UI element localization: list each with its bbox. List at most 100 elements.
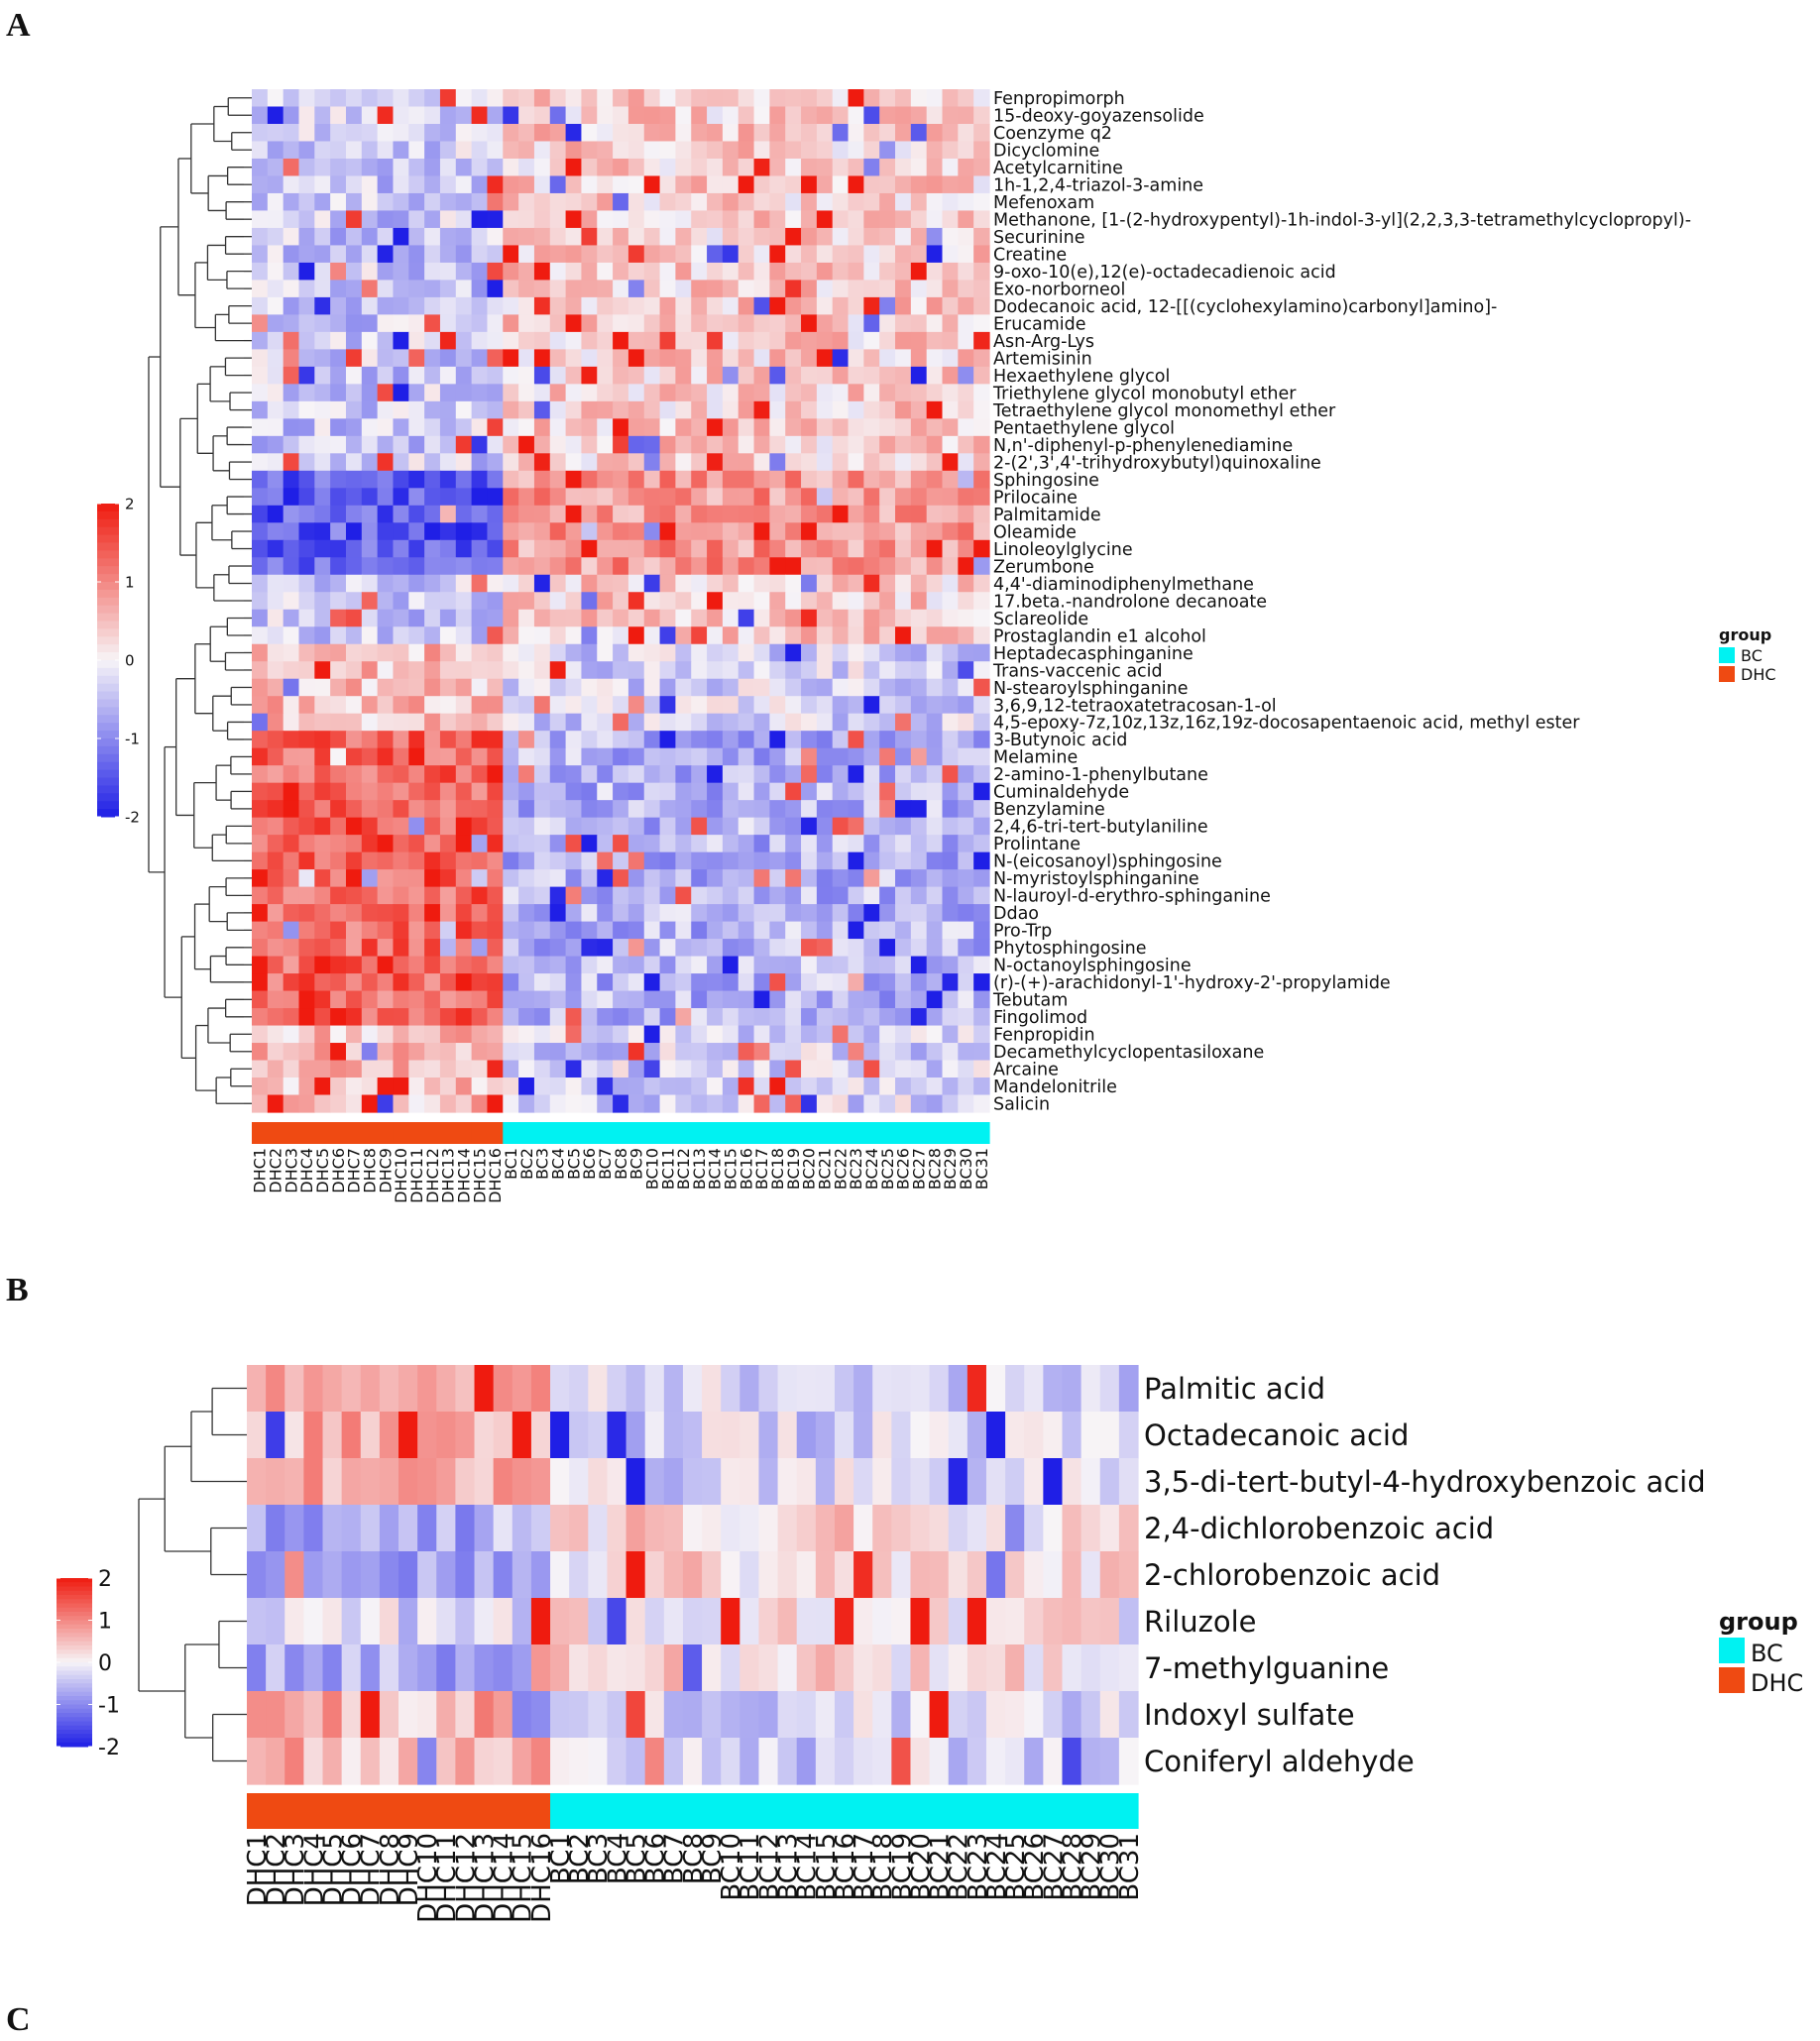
- heatmap-cell: [879, 1043, 896, 1062]
- color-scale-step: [57, 1670, 92, 1676]
- heatmap-cell: [493, 1365, 513, 1413]
- heatmap-cell: [581, 539, 598, 558]
- heatmap-cell: [503, 747, 519, 766]
- heatmap-cell: [643, 400, 661, 419]
- heatmap-cell: [361, 731, 379, 749]
- heatmap-cell: [816, 592, 834, 611]
- heatmap-cell: [1043, 1365, 1064, 1413]
- heatmap-cell: [769, 505, 786, 523]
- heatmap-cell: [879, 747, 896, 766]
- heatmap-cell: [408, 592, 425, 611]
- heatmap-cell: [848, 835, 864, 853]
- heatmap-cell: [769, 835, 786, 853]
- heatmap-cell: [298, 592, 315, 611]
- heatmap-cell: [267, 904, 284, 923]
- column-label: BC1: [502, 1148, 520, 1180]
- heatmap-cell: [298, 678, 315, 697]
- heatmap-cell: [1005, 1551, 1025, 1599]
- color-scale-step: [97, 675, 119, 685]
- heatmap-cell: [753, 488, 770, 507]
- heatmap-cell: [424, 470, 441, 489]
- heatmap-cell: [722, 141, 739, 160]
- heatmap-cell: [252, 851, 269, 870]
- heatmap-cell: [503, 488, 519, 507]
- heatmap-cell: [707, 592, 724, 611]
- heatmap-cell: [314, 557, 331, 576]
- heatmap-cell: [408, 956, 425, 974]
- color-scale-step: [57, 1696, 92, 1701]
- heatmap-cell: [549, 747, 567, 766]
- heatmap-cell: [581, 800, 598, 819]
- heatmap-cell: [569, 1551, 589, 1599]
- group-bar-cell: [769, 1122, 786, 1144]
- heatmap-cell: [769, 661, 786, 680]
- heatmap-cell: [533, 921, 551, 940]
- color-scale-label: 0: [98, 1651, 112, 1676]
- heatmap-cell: [643, 314, 661, 333]
- heatmap-cell: [298, 731, 315, 749]
- heatmap-cell: [973, 782, 990, 801]
- heatmap-cell: [581, 939, 598, 958]
- heatmap-cell: [613, 765, 629, 784]
- heatmap-cell: [471, 1025, 489, 1044]
- heatmap-cell: [298, 626, 315, 645]
- heatmap-cell: [832, 609, 850, 627]
- heatmap-cell: [530, 1551, 551, 1599]
- heatmap-cell: [581, 123, 598, 143]
- heatmap-cell: [345, 384, 363, 402]
- heatmap-cell: [439, 851, 457, 870]
- heatmap-cell: [707, 661, 724, 680]
- heatmap-cell: [303, 1598, 324, 1645]
- heatmap-cell: [926, 921, 944, 940]
- heatmap-cell: [267, 835, 284, 853]
- heatmap-cell: [722, 400, 739, 419]
- heatmap-cell: [597, 1025, 614, 1044]
- heatmap-cell: [891, 1505, 912, 1552]
- heatmap-cell: [247, 1505, 267, 1552]
- row-label: Trans-vaccenic acid: [992, 661, 1163, 681]
- group-bar-cell: [1081, 1793, 1101, 1829]
- heatmap-cell: [377, 210, 395, 229]
- heatmap-cell: [785, 939, 802, 958]
- heatmap-cell: [267, 349, 284, 368]
- heatmap-cell: [753, 713, 770, 732]
- heatmap-cell: [785, 643, 802, 662]
- heatmap-cell: [247, 1644, 267, 1692]
- heatmap-cell: [848, 539, 864, 558]
- heatmap-cell: [707, 262, 724, 282]
- heatmap-cell: [659, 280, 676, 298]
- legend-label: BC: [1751, 1640, 1783, 1667]
- heatmap-cell: [832, 123, 850, 143]
- heatmap-cell: [533, 817, 551, 836]
- heatmap-cell: [314, 1060, 331, 1078]
- heatmap-cell: [298, 800, 315, 819]
- heatmap-cell: [377, 349, 395, 368]
- heatmap-cell: [738, 626, 755, 645]
- heatmap-cell: [393, 765, 409, 784]
- column-label: BC4: [548, 1148, 567, 1180]
- heatmap-cell: [283, 557, 300, 576]
- heatmap-cell: [891, 1412, 912, 1459]
- heatmap-cell: [436, 1505, 457, 1552]
- heatmap-cell: [345, 904, 363, 923]
- row-label: Tebutam: [992, 991, 1068, 1011]
- heatmap-cell: [958, 904, 974, 923]
- heatmap-cell: [691, 262, 708, 282]
- heatmap-cell: [330, 956, 347, 974]
- heatmap-cell: [702, 1505, 722, 1552]
- heatmap-cell: [722, 262, 739, 282]
- heatmap-cell: [627, 366, 645, 385]
- heatmap-cell: [627, 1060, 645, 1078]
- heatmap-cell: [816, 835, 834, 853]
- heatmap-cell: [267, 1060, 284, 1078]
- heatmap-cell: [455, 678, 473, 697]
- row-label: Erucamide: [993, 314, 1085, 334]
- heatmap-cell: [298, 123, 315, 143]
- heatmap-cell: [252, 661, 269, 680]
- color-scale-step: [57, 1620, 92, 1626]
- heatmap-cell: [252, 921, 269, 940]
- heatmap-cell: [613, 557, 629, 576]
- heatmap-cell: [569, 1644, 589, 1692]
- heatmap-cell: [361, 539, 379, 558]
- heatmap-cell: [298, 158, 315, 177]
